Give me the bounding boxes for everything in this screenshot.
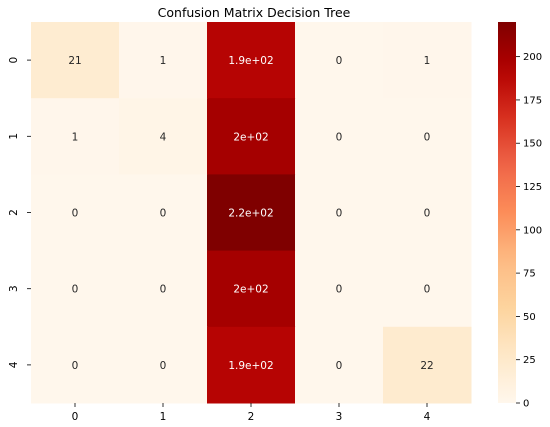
heatmap-cell-r2-c1 [119,174,208,252]
heatmap-cell-r0-c0 [31,22,120,99]
colorbar-ticks: 0 25 50 75 100 125 150 175 200 [516,52,542,410]
y-tick-label-4: 4 [8,361,20,368]
cell-annotation-r2-c1: 0 [160,208,167,220]
heatmap-cell-r2-c0 [31,174,120,252]
colorbar-tick-label-4: 100 [523,225,542,236]
heatmap-cell-r4-c4 [383,326,472,404]
cell-annotation-r4-c1: 0 [160,360,167,372]
heatmap-cell-r1-c4 [383,98,472,175]
colorbar-tick-label-8: 200 [523,52,542,63]
heatmap-cell-r1-c3 [295,98,384,175]
heatmap-cell-r4-c3 [295,326,384,404]
heatmap-cell-r2-c2 [207,174,296,252]
cell-annotation-r3-c4: 0 [424,284,431,296]
heatmap-cell-r4-c0 [31,326,120,404]
cell-annotation-r4-c4: 22 [420,360,433,372]
cell-annotation-r1-c0: 1 [72,131,79,143]
cell-annotation-r2-c4: 0 [424,208,431,220]
cell-annotation-r1-c1: 4 [160,131,167,143]
chart-title: Confusion Matrix Decision Tree [158,5,351,20]
cell-annotation-r0-c4: 1 [424,55,431,67]
cell-annotation-r2-c3: 0 [336,208,343,220]
y-tick-label-0: 0 [8,57,20,64]
heatmap-cell-r3-c1 [119,250,208,328]
cell-annotation-r0-c2: 1.9e+02 [228,55,273,67]
heatmap-cell-r0-c4 [383,22,472,99]
cell-annotation-r1-c2: 2e+02 [233,131,268,143]
colorbar-tick-label-1: 25 [523,355,536,366]
heatmap-cell-r0-c3 [295,22,384,99]
heatmap-cell-r3-c3 [295,250,384,328]
heatmap-cell-r4-c1 [119,326,208,404]
heatmap-cell-r1-c1 [119,98,208,175]
colorbar-tick-label-3: 75 [523,269,536,280]
heatmap-cell-r1-c0 [31,98,120,175]
colorbar-tick-label-5: 125 [523,182,542,193]
cell-annotation-r2-c2: 2.2e+02 [228,208,273,220]
heatmap-cells [31,22,472,404]
colorbar [498,22,516,403]
cell-annotation-r1-c4: 0 [424,131,431,143]
colorbar-tick-label-0: 0 [523,399,529,410]
heatmap-cell-r4-c2 [207,326,296,404]
heatmap-cell-r3-c4 [383,250,472,328]
cell-annotation-r4-c2: 1.9e+02 [228,360,273,372]
cell-annotation-r0-c3: 0 [336,55,343,67]
heatmap-cell-r2-c3 [295,174,384,252]
cell-annotation-r4-c3: 0 [336,360,343,372]
y-tick-label-3: 3 [8,285,20,292]
x-tick-label-2: 2 [248,411,255,423]
heatmap-cell-r1-c2 [207,98,296,175]
heatmap-cell-r3-c2 [207,250,296,328]
cell-annotation-r3-c1: 0 [160,284,167,296]
x-tick-label-4: 4 [424,411,431,423]
x-tick-label-0: 0 [72,411,79,423]
heatmap-annotations: 21 1 1.9e+02 0 1 1 4 2e+02 0 0 0 0 2.2e+02 0 0 0 0 2e+02 0… [68,55,433,372]
y-axis-ticks: 0 1 2 3 4 [8,57,31,368]
colorbar-tick-label-6: 150 [523,139,542,150]
cell-annotation-r0-c1: 1 [160,55,167,67]
colorbar-tick-label-7: 175 [523,95,542,106]
cell-annotation-r1-c3: 0 [336,131,343,143]
y-tick-label-2: 2 [8,209,20,216]
cell-annotation-r0-c0: 21 [68,55,81,67]
heatmap-cell-r0-c2 [207,22,296,99]
y-tick-label-1: 1 [8,133,20,140]
cell-annotation-r3-c3: 0 [336,284,343,296]
x-tick-label-3: 3 [336,411,343,423]
cell-annotation-r2-c0: 0 [72,208,79,220]
heatmap-cell-r2-c4 [383,174,472,252]
x-tick-label-1: 1 [160,411,167,423]
colorbar-tick-label-2: 50 [523,312,536,323]
cell-annotation-r3-c0: 0 [72,284,79,296]
cell-annotation-r4-c0: 0 [72,360,79,372]
heatmap-cell-r3-c0 [31,250,120,328]
x-axis-ticks: 0 1 2 3 4 [72,403,431,423]
cell-annotation-r3-c2: 2e+02 [233,284,268,296]
heatmap-cell-r0-c1 [119,22,208,99]
